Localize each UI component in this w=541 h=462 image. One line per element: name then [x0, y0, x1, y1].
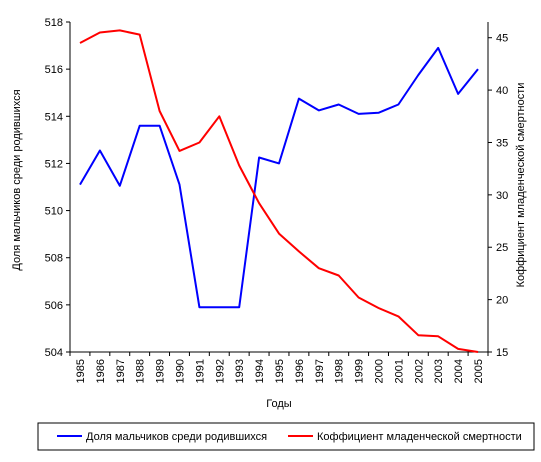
right-tick-label: 40	[496, 85, 508, 97]
legend-label-boys-share: Доля мальчиков среди родившихся	[86, 431, 267, 443]
right-tick-label: 25	[496, 242, 508, 254]
right-tick-label: 15	[496, 347, 508, 359]
left-tick-label: 506	[45, 300, 63, 312]
left-axis-ticks: 504 506 508 510 512 514 516 518	[45, 17, 70, 359]
left-tick-label: 510	[45, 206, 63, 218]
x-tick-label: 1993	[234, 359, 246, 383]
x-tick-label: 1999	[354, 359, 366, 383]
legend: Доля мальчиков среди родившихся Коффицие…	[37, 422, 535, 451]
x-tick-label: 2005	[473, 359, 485, 383]
legend-box	[37, 422, 535, 451]
x-tick-label: 1987	[115, 359, 127, 383]
right-tick-label: 30	[496, 190, 508, 202]
x-tick-label: 1985	[75, 359, 87, 383]
x-tick-label: 2001	[393, 359, 405, 383]
left-tick-label: 512	[45, 158, 63, 170]
left-tick-label: 518	[45, 17, 63, 29]
left-tick-label: 508	[45, 253, 63, 265]
right-axis-ticks: 15 20 25 30 35 40 45	[488, 33, 508, 359]
right-tick-label: 20	[496, 295, 508, 307]
x-tick-label: 1991	[194, 359, 206, 383]
x-axis-ticks: 1985 1986 1987 1988 1989 1990 1991 1992 1993 1994…	[69, 352, 489, 383]
x-tick-label: 2002	[413, 359, 425, 383]
series-line-1	[79, 46, 479, 309]
x-tick-label: 1989	[155, 359, 167, 383]
axes	[69, 22, 489, 353]
x-tick-label: 1998	[334, 359, 346, 383]
right-tick-label: 35	[496, 137, 508, 149]
x-tick-label: 1992	[214, 359, 226, 383]
x-tick-label: 1995	[274, 359, 286, 383]
x-tick-label: 1996	[294, 359, 306, 383]
right-tick-label: 45	[496, 33, 508, 45]
left-tick-label: 516	[45, 64, 63, 76]
x-tick-label: 2004	[453, 359, 465, 383]
series	[79, 29, 479, 353]
x-axis-title: Годы	[266, 398, 292, 410]
right-axis-title: Коффициент младенческой смертности	[515, 83, 527, 288]
x-tick-label: 1994	[254, 359, 266, 383]
left-axis-title: Доля мальчиков среди родившихся	[11, 89, 23, 270]
series-line-2	[79, 29, 479, 353]
left-tick-label: 514	[45, 111, 63, 123]
legend-label-infant-mortality: Коффициент младенческой смертности	[317, 431, 522, 443]
left-tick-label: 504	[45, 347, 63, 359]
x-tick-label: 2000	[374, 359, 386, 383]
x-tick-label: 1988	[135, 359, 147, 383]
x-tick-label: 1990	[174, 359, 186, 383]
x-tick-label: 1997	[314, 359, 326, 383]
x-tick-label: 1986	[95, 359, 107, 383]
x-tick-label: 2003	[433, 359, 445, 383]
